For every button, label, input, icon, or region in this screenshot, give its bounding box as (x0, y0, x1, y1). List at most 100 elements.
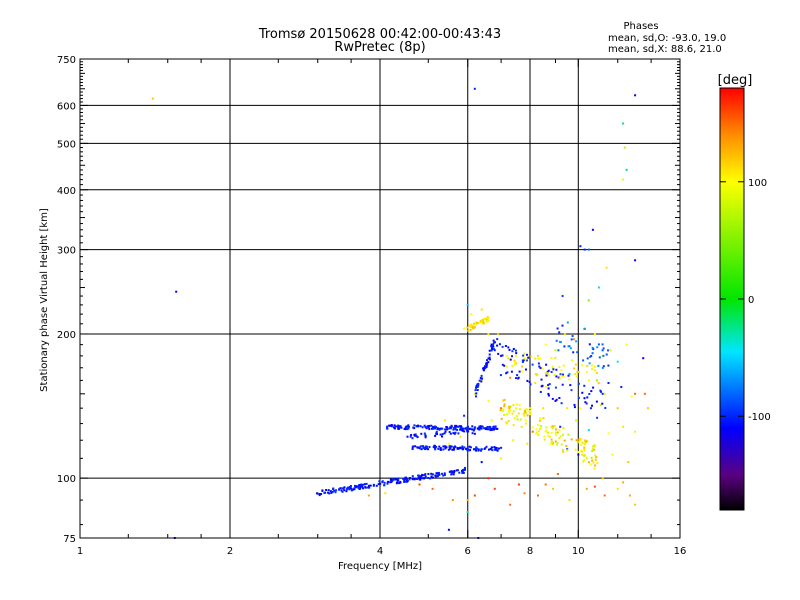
data-point (625, 343, 628, 346)
data-point (461, 429, 464, 432)
data-point (518, 370, 521, 373)
data-point (585, 456, 588, 459)
data-point (512, 439, 515, 442)
data-point (515, 352, 518, 355)
data-point (456, 447, 459, 449)
data-point (592, 386, 595, 389)
data-point (407, 424, 410, 427)
data-point (522, 359, 525, 362)
data-point (407, 427, 410, 430)
data-point (586, 364, 589, 367)
data-point (570, 438, 573, 441)
data-point (466, 426, 469, 429)
data-point (442, 445, 445, 448)
data-point (500, 354, 503, 357)
data-point (490, 446, 493, 449)
data-point (605, 353, 608, 356)
data-point (575, 340, 578, 343)
data-point (599, 389, 602, 392)
data-point (485, 427, 487, 430)
data-point (493, 426, 496, 429)
data-point (573, 403, 576, 406)
data-point (526, 414, 529, 417)
data-point (449, 470, 452, 473)
data-point (456, 469, 459, 472)
data-point (515, 415, 518, 418)
data-point (531, 363, 534, 366)
data-point (472, 429, 475, 432)
axes: 75 100 200 300 400 500 600 750 1 2 4 6 8 10 16 (57, 55, 686, 557)
data-point (486, 428, 489, 431)
data-point (497, 333, 499, 335)
data-point (570, 389, 573, 392)
data-point (451, 448, 454, 451)
data-point (544, 386, 547, 388)
data-point (453, 448, 455, 450)
data-point (486, 316, 489, 319)
data-point (550, 438, 553, 441)
data-point (349, 485, 352, 487)
data-point (589, 407, 592, 410)
data-point (572, 351, 575, 354)
data-point (362, 487, 365, 490)
data-point (556, 431, 559, 434)
data-point (616, 360, 619, 363)
data-point (629, 494, 631, 497)
data-point (454, 431, 457, 434)
data-point (470, 313, 473, 316)
data-point (417, 476, 420, 479)
data-point (444, 447, 447, 450)
data-point (579, 438, 582, 441)
data-point (620, 386, 623, 388)
data-point (568, 378, 571, 381)
colorbar-tick-label: -100 (748, 412, 771, 423)
data-point (443, 432, 446, 435)
data-point (397, 479, 400, 482)
data-point (450, 445, 453, 448)
data-point (420, 448, 423, 451)
colorbar-tick-label: 100 (748, 178, 767, 189)
data-point (416, 425, 419, 428)
data-point (526, 379, 529, 382)
data-point (506, 371, 509, 374)
data-point (412, 426, 415, 429)
chart-subtitle: RwPretec (8p) (334, 40, 426, 55)
data-point (487, 361, 490, 364)
data-point (388, 424, 391, 427)
data-point (524, 358, 527, 361)
data-point (559, 425, 562, 428)
data-point (400, 426, 403, 429)
data-point (325, 489, 328, 491)
data-points (151, 87, 649, 539)
data-point (600, 390, 602, 393)
data-point (595, 456, 598, 459)
data-point (583, 449, 586, 452)
data-point (576, 441, 579, 444)
data-point (558, 429, 561, 432)
data-point (448, 431, 451, 433)
data-point (525, 422, 528, 425)
data-point (466, 430, 469, 433)
data-point (458, 471, 461, 474)
data-point (622, 481, 625, 484)
data-point (503, 398, 506, 401)
data-point (402, 477, 405, 480)
data-point (545, 426, 548, 429)
data-point (552, 366, 555, 369)
data-point (427, 448, 430, 451)
data-point (446, 428, 448, 431)
data-point (485, 445, 488, 448)
data-point (437, 471, 440, 474)
data-point (428, 424, 431, 427)
data-point (588, 393, 591, 395)
data-point (386, 427, 389, 430)
data-point (538, 365, 541, 368)
data-point (434, 448, 437, 451)
data-point (454, 426, 457, 429)
data-point (537, 362, 540, 365)
data-point (534, 357, 537, 360)
data-point (341, 487, 344, 490)
data-point (521, 370, 523, 373)
data-point (491, 348, 493, 350)
data-point (596, 346, 599, 349)
